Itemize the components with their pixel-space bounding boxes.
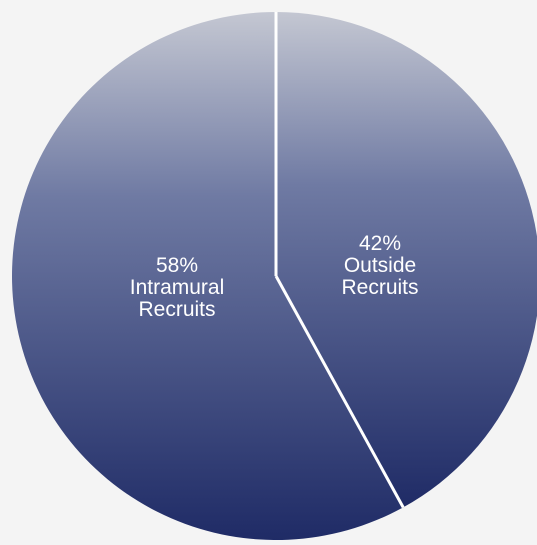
slice-labels: 42% Outside Recruits 58% Intramural Recr… [130,232,419,321]
intramural-recruits-name-label-line2: Recruits [138,298,215,321]
slice-divider-line [274,275,405,509]
intramural-recruits-percent-label: 58% [156,254,198,277]
pie-slices [12,12,537,540]
outside-recruits-percent-label: 42% [359,232,401,255]
slice-dividers [274,12,405,509]
outside-recruits-name-label-line2: Recruits [341,276,418,299]
outside-recruits-name-label-line1: Outside [344,254,416,277]
intramural-recruits-name-label-line1: Intramural [130,276,225,299]
pie-slice-outside-recruits [276,12,537,508]
pie-slice-intramural-recruits [12,12,404,540]
